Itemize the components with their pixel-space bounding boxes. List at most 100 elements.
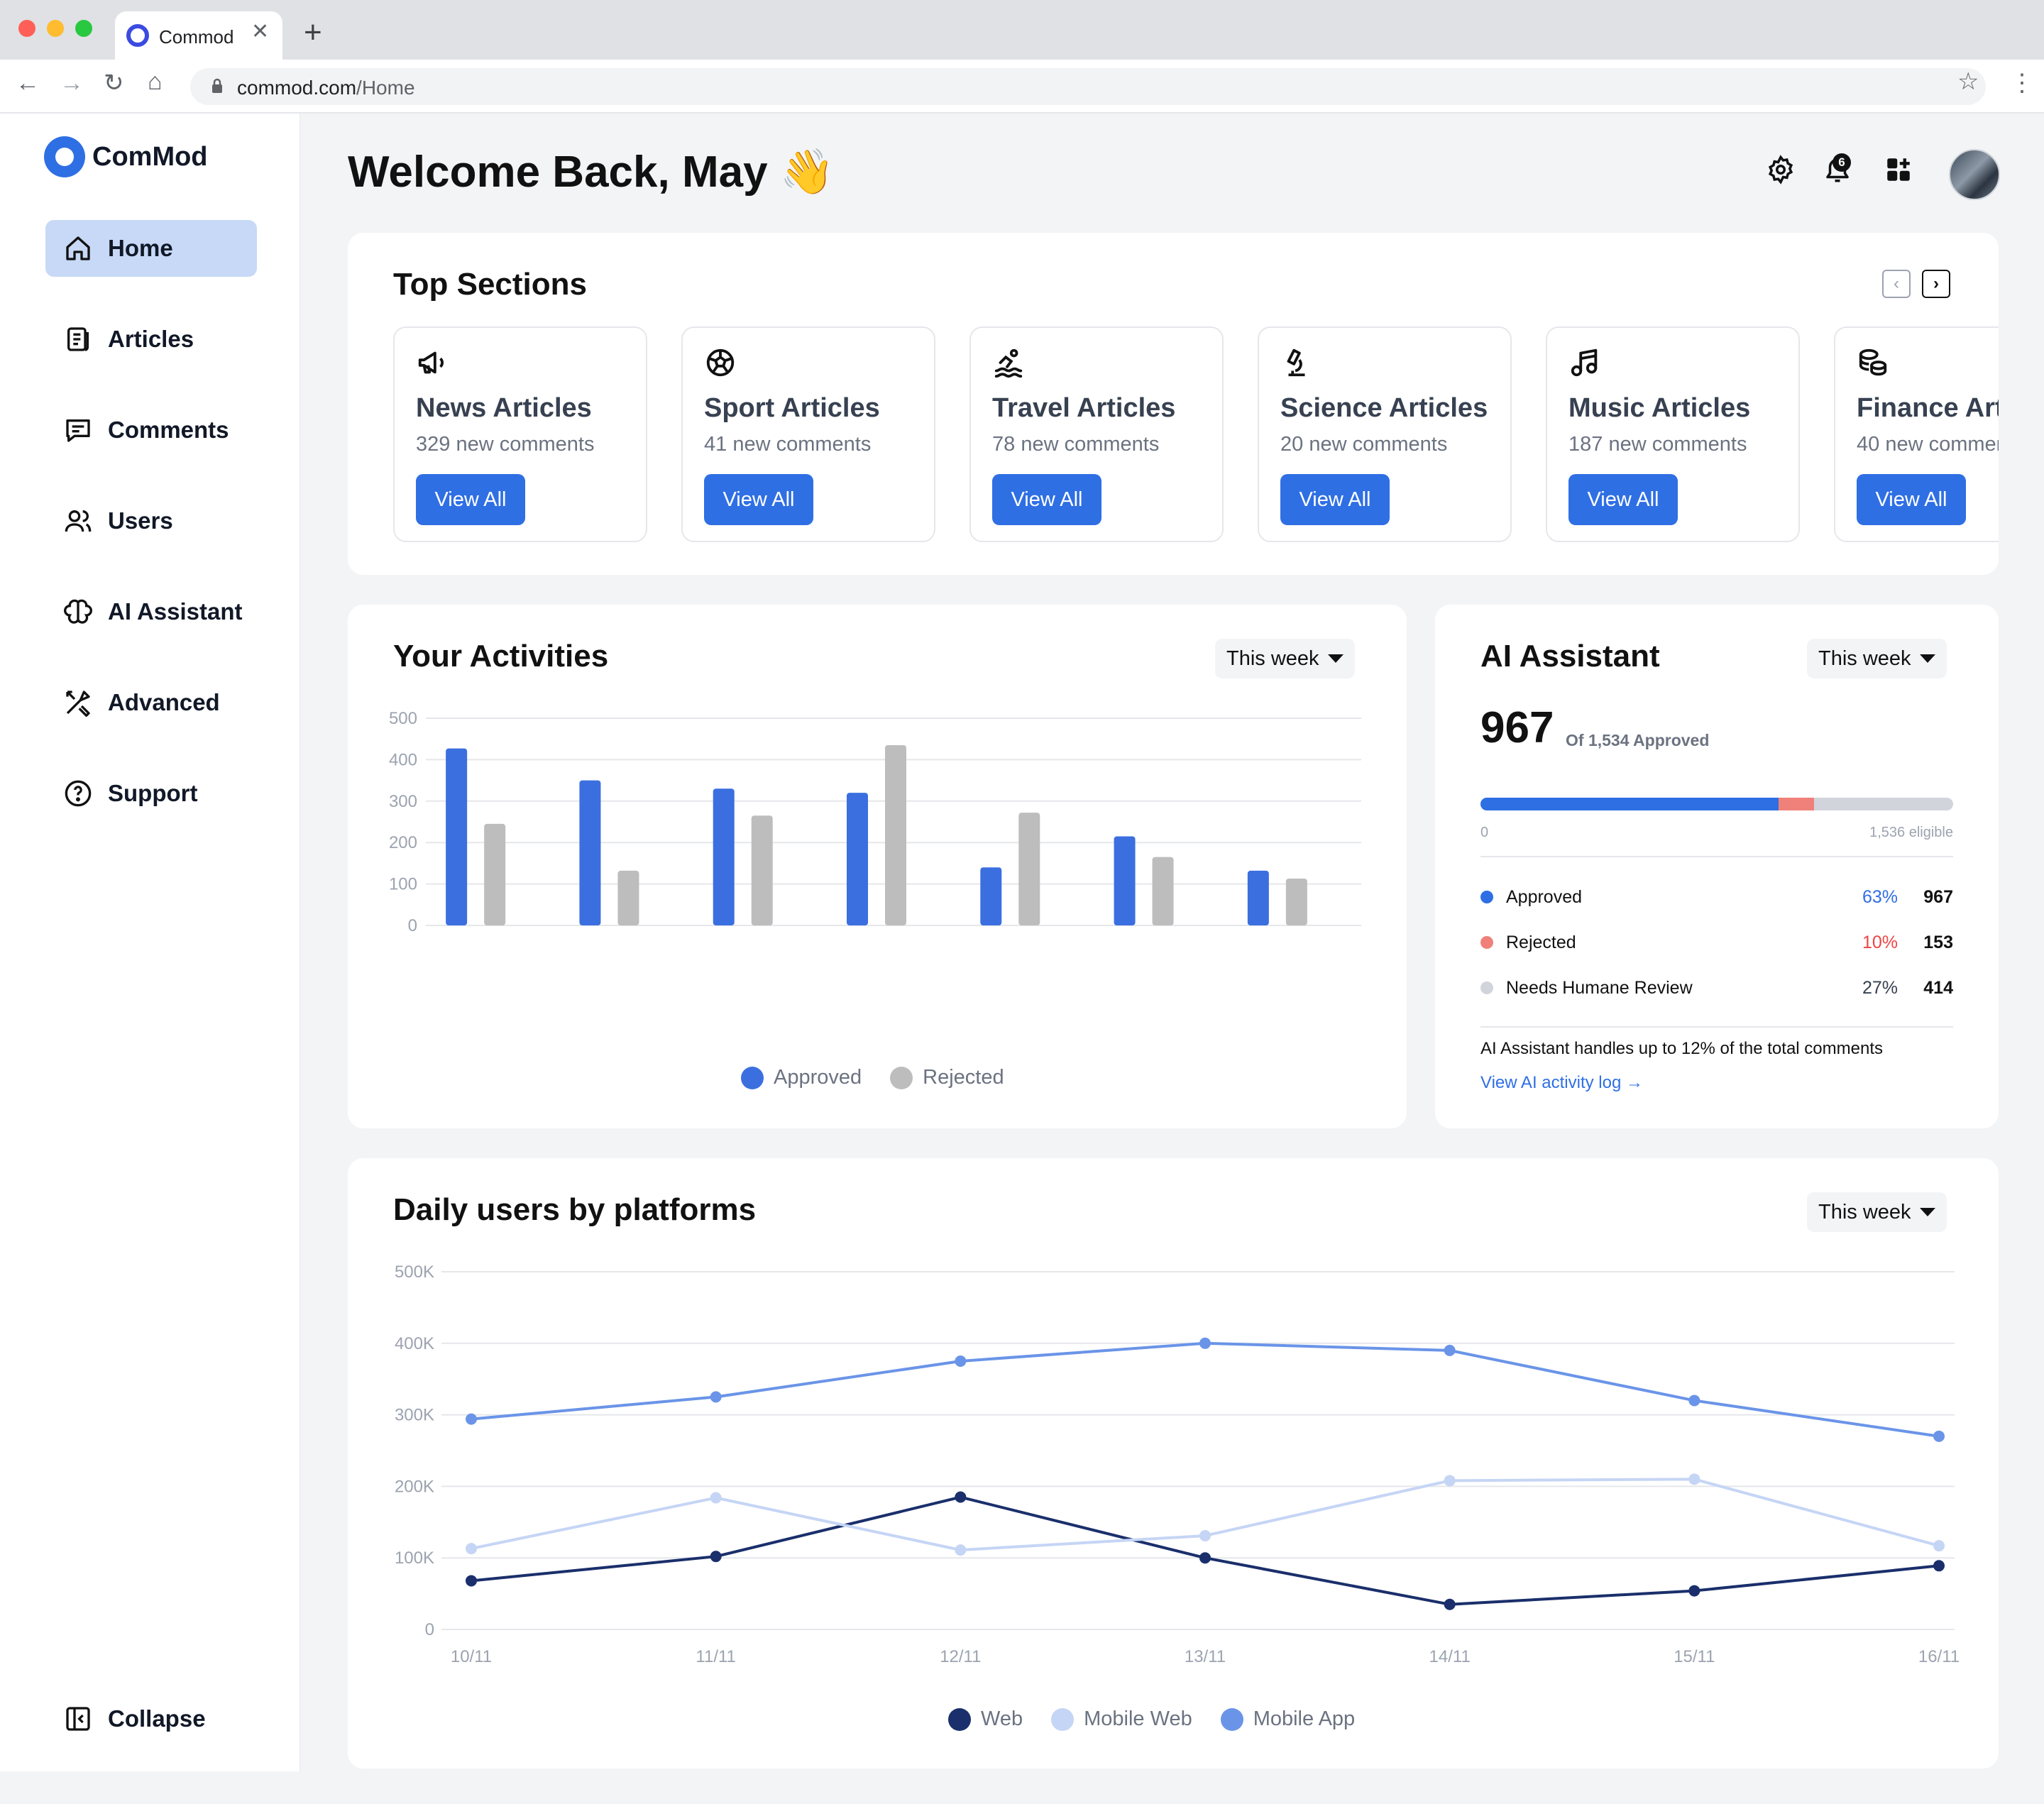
sidebar-item-comments[interactable]: Comments xyxy=(45,402,257,458)
point-web xyxy=(955,1491,967,1503)
sidebar-item-articles[interactable]: Articles xyxy=(45,311,257,368)
daily-users-period-select[interactable]: This week xyxy=(1807,1192,1947,1232)
section-card-subtitle: 329 new comments xyxy=(416,433,595,456)
notification-count-badge: 6 xyxy=(1833,153,1851,172)
ai-row-percent: 27% xyxy=(1862,978,1898,998)
legend-item-mobile-web[interactable]: Mobile Web xyxy=(1051,1707,1192,1731)
carousel-next-button[interactable]: › xyxy=(1922,270,1950,298)
logo-icon xyxy=(44,136,85,177)
bar-approved xyxy=(713,788,735,925)
ai-assistant-title: AI Assistant xyxy=(1480,639,1660,673)
forward-icon[interactable]: → xyxy=(60,70,84,97)
url-text: commod.com/Home xyxy=(237,77,415,99)
view-all-button[interactable]: View All xyxy=(1280,474,1390,525)
browser-tab-strip: Commod ✕ + xyxy=(0,0,2044,60)
sidebar-item-ai-assistant[interactable]: AI Assistant xyxy=(45,583,257,640)
ai-row-count: 414 xyxy=(1923,978,1953,998)
y-tick-label: 0 xyxy=(425,1620,434,1639)
window-minimize-dot[interactable] xyxy=(47,20,64,37)
daily-users-line-chart: 0 100K 200K 300K 400K 500K 10/11 11/11 12/11 13/1… xyxy=(395,1263,1960,1666)
ai-scale-min: 0 xyxy=(1480,825,1489,840)
status-dot xyxy=(1480,936,1493,949)
x-tick-label: 11/11 xyxy=(696,1647,736,1666)
bar-approved xyxy=(446,748,468,925)
view-all-button[interactable]: View All xyxy=(992,474,1101,525)
ai-approved-total: 967 xyxy=(1480,703,1554,752)
logo[interactable]: ComMod xyxy=(44,136,208,177)
sidebar-item-home[interactable]: Home xyxy=(45,220,257,277)
point-web xyxy=(1199,1552,1211,1564)
view-all-button[interactable]: View All xyxy=(1568,474,1678,525)
period-select-value: This week xyxy=(1226,647,1319,670)
ai-row-label: Rejected xyxy=(1506,933,1576,952)
back-icon[interactable]: ← xyxy=(16,70,40,97)
legend-label: Rejected xyxy=(923,1066,1004,1089)
address-bar[interactable]: commod.com/Home xyxy=(190,68,1986,105)
daily-users-title: Daily users by platforms xyxy=(393,1192,757,1227)
sidebar-item-support[interactable]: Support xyxy=(45,765,257,822)
ai-row-count: 153 xyxy=(1923,933,1953,952)
point-web xyxy=(1688,1585,1700,1597)
sidebar-item-advanced[interactable]: Advanced xyxy=(45,674,257,731)
window-zoom-dot[interactable] xyxy=(75,20,92,37)
carousel-prev-button[interactable]: ‹ xyxy=(1882,270,1911,298)
settings-gear-icon[interactable] xyxy=(1764,153,1797,186)
ai-bar-approved xyxy=(1480,798,1779,810)
browser-menu-icon[interactable]: ⋮ xyxy=(2010,70,2034,97)
legend-item-rejected[interactable]: Rejected xyxy=(890,1066,1004,1089)
apps-grid-icon[interactable] xyxy=(1882,153,1915,186)
bar-rejected xyxy=(1285,879,1307,925)
legend-swatch xyxy=(890,1066,913,1089)
ai-row-percent: 63% xyxy=(1862,887,1898,907)
x-tick-label: 13/11 xyxy=(1185,1647,1226,1666)
x-tick-label: 14/11 xyxy=(1429,1647,1471,1666)
top-sections-title: Top Sections xyxy=(393,267,587,302)
point-mobile-web xyxy=(710,1492,722,1504)
ai-period-select[interactable]: This week xyxy=(1807,639,1947,678)
soccer-ball-icon xyxy=(706,348,735,377)
ai-row-label: Needs Humane Review xyxy=(1506,978,1693,998)
y-tick-label: 500K xyxy=(395,1263,434,1282)
activities-period-select[interactable]: This week xyxy=(1215,639,1355,678)
y-tick-label: 400K xyxy=(395,1334,434,1353)
section-card-finance: Finance Articles 40 new comments View Al… xyxy=(1834,326,1999,542)
ai-assistant-card xyxy=(1435,605,1999,1128)
window-close-dot[interactable] xyxy=(18,20,35,37)
new-tab-icon[interactable]: + xyxy=(304,15,322,50)
sidebar-item-label: Comments xyxy=(108,417,229,443)
chevron-right-icon: › xyxy=(1933,274,1939,293)
x-tick-label: 10/11 xyxy=(451,1647,492,1666)
section-card-title: Science Articles xyxy=(1280,393,1488,423)
sidebar: ComMod Home Articles Comments Users AI A… xyxy=(0,114,301,1771)
legend-item-approved[interactable]: Approved xyxy=(741,1066,862,1089)
browser-tab[interactable]: Commod ✕ xyxy=(115,11,282,60)
point-mobile-app xyxy=(955,1355,967,1367)
ai-activity-log-link[interactable]: View AI activity log → xyxy=(1480,1073,1643,1092)
view-all-button[interactable]: View All xyxy=(704,474,813,525)
sidebar-item-users[interactable]: Users xyxy=(45,493,257,549)
point-mobile-web xyxy=(1688,1473,1700,1485)
ai-row-count: 967 xyxy=(1923,887,1953,907)
period-select-value: This week xyxy=(1818,647,1911,670)
legend-item-web[interactable]: Web xyxy=(948,1707,1023,1731)
bar-rejected xyxy=(885,744,906,925)
bookmark-star-icon[interactable]: ☆ xyxy=(1957,68,1979,95)
view-all-button[interactable]: View All xyxy=(416,474,525,525)
point-mobile-app xyxy=(466,1413,477,1425)
collapse-sidebar-button[interactable]: Collapse xyxy=(45,1690,257,1747)
tab-close-icon[interactable]: ✕ xyxy=(251,20,270,43)
x-tick-label: 12/11 xyxy=(940,1647,981,1666)
section-card-subtitle: 187 new comments xyxy=(1568,433,1747,456)
y-tick-label: 300 xyxy=(389,792,417,811)
section-card-title: News Articles xyxy=(416,393,592,423)
home-browser-icon[interactable]: ⌂ xyxy=(148,68,163,95)
sidebar-item-label: Users xyxy=(108,507,173,534)
user-avatar[interactable] xyxy=(1949,149,2000,200)
x-tick-label: 16/11 xyxy=(1918,1647,1960,1666)
users-icon xyxy=(64,507,92,535)
reload-icon[interactable]: ↻ xyxy=(104,70,124,97)
y-tick-label: 200 xyxy=(389,833,417,852)
view-all-button[interactable]: View All xyxy=(1857,474,1966,525)
section-card-subtitle: 40 new comments xyxy=(1857,433,1999,456)
legend-item-mobile-app[interactable]: Mobile App xyxy=(1220,1707,1355,1731)
